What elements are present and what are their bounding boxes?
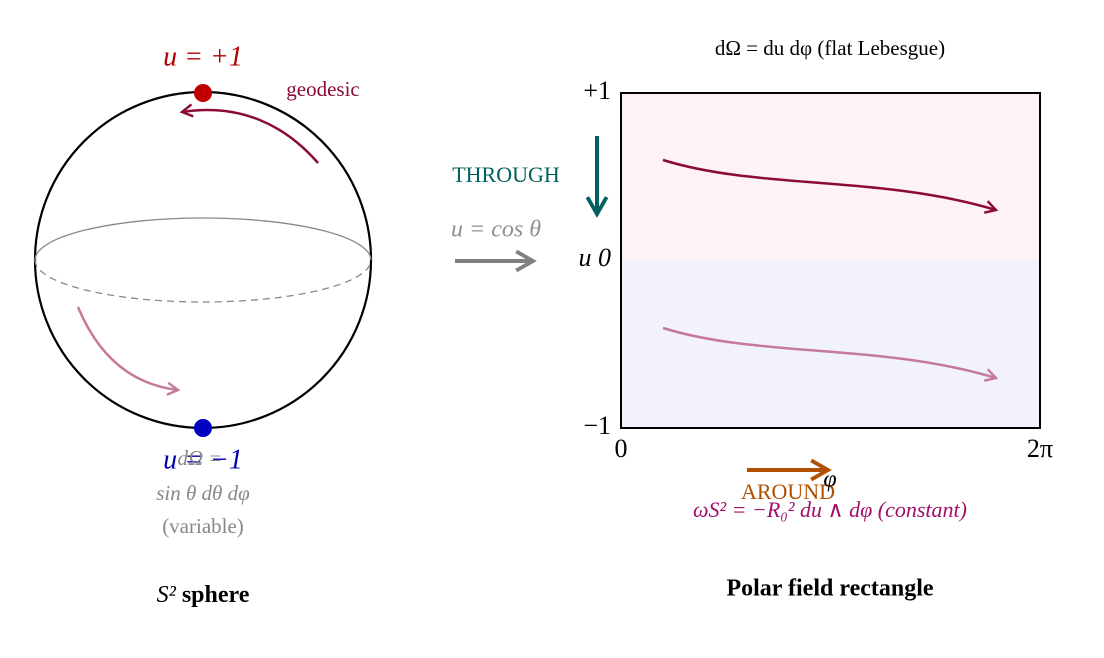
lower-half (621, 260, 1040, 428)
geodesic-arrow-lower (76, 306, 181, 396)
through-label: THROUGH (452, 162, 560, 187)
around-label: AROUND (741, 479, 835, 504)
x-right: 2π (1027, 434, 1053, 463)
caption-text: sphere (182, 582, 250, 608)
rectangle-caption: Polar field rectangle (726, 576, 933, 602)
geodesic-label: geodesic (286, 77, 359, 101)
y-top: +1 (583, 76, 611, 105)
y-mid: u 0 (579, 243, 612, 272)
upper-half (621, 93, 1040, 260)
measure-label: dΩ = (177, 446, 222, 470)
flow-upper (662, 158, 999, 214)
geodesic-arrow (179, 103, 319, 164)
phi-label: φ (823, 467, 836, 493)
measure-note: (variable) (162, 514, 244, 538)
sphere-outline (33, 90, 373, 430)
north-label: u = +1 (163, 41, 243, 72)
form-label: ωS² = −R₀² du ∧ dφ (constant) (693, 497, 967, 522)
sphere-caption: S² sphere (157, 582, 250, 608)
rectangle-title: dΩ = du dφ (flat Lebesgue) (715, 36, 945, 60)
south-label: u = −1 (163, 444, 243, 475)
flow-lower (662, 326, 999, 382)
y-bottom: −1 (583, 411, 611, 440)
rectangle-frame (620, 92, 1041, 429)
equator-front (34, 259, 372, 303)
caption-symbol: S² (157, 582, 177, 608)
x-left: 0 (615, 434, 628, 463)
measure-formula: sin θ dθ dφ (156, 481, 250, 505)
north-pole (194, 84, 212, 102)
south-pole (194, 419, 212, 437)
equator-back (34, 217, 372, 261)
map-label: u = cos θ (451, 217, 541, 243)
